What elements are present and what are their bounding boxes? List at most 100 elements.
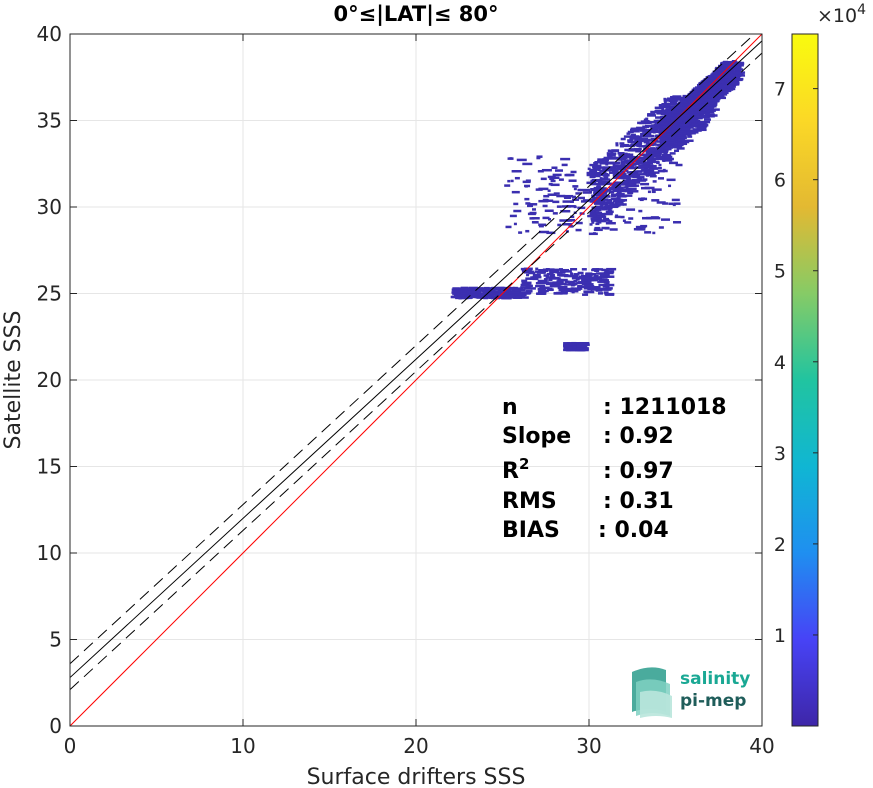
- density-cell: [659, 131, 664, 135]
- density-cell: [597, 221, 602, 224]
- density-cell: [635, 225, 646, 229]
- density-cell: [643, 119, 650, 123]
- density-cell: [696, 100, 703, 103]
- density-cell: [607, 208, 612, 211]
- stat-value: : 0.97: [603, 459, 674, 484]
- density-cell: [677, 142, 688, 146]
- density-cell: [592, 211, 603, 215]
- density-cell: [609, 171, 619, 174]
- density-cell: [581, 274, 592, 278]
- density-cell: [710, 86, 720, 89]
- density-cell: [704, 113, 715, 116]
- density-cell: [658, 151, 669, 154]
- density-cell: [509, 291, 514, 294]
- density-cell: [603, 156, 608, 160]
- density-cell: [540, 285, 546, 289]
- density-cell: [559, 286, 568, 289]
- density-cell: [672, 95, 682, 98]
- density-cell: [613, 189, 621, 193]
- density-cell: [513, 222, 517, 226]
- density-cell: [552, 281, 561, 284]
- density-cell: [582, 191, 592, 194]
- density-cell: [626, 178, 632, 181]
- density-cell: [631, 162, 640, 166]
- density-cell: [671, 127, 680, 130]
- density-cell: [577, 188, 581, 192]
- density-cell: [694, 103, 700, 107]
- density-cell: [502, 289, 512, 293]
- density-cell: [671, 127, 675, 130]
- density-cell: [708, 87, 719, 91]
- density-cell: [570, 215, 575, 219]
- density-cell: [643, 128, 647, 132]
- density-cell: [726, 74, 734, 78]
- density-cell: [578, 342, 587, 346]
- density-cell: [594, 208, 602, 212]
- density-cell: [664, 140, 669, 144]
- density-cell: [593, 228, 603, 232]
- density-cell: [630, 130, 640, 133]
- density-cell: [611, 161, 620, 165]
- chart-title: 0°≤|LAT|≤ 80°: [333, 2, 498, 27]
- colorbar-ticks: 1 2 3 4 5 6 7: [774, 79, 818, 647]
- density-cell: [548, 282, 554, 285]
- density-cell: [556, 271, 563, 274]
- density-cell: [543, 274, 550, 277]
- density-cell: [580, 274, 584, 277]
- density-cell: [598, 283, 606, 287]
- density-cell: [561, 163, 568, 167]
- density-cell: [596, 268, 604, 271]
- density-cell: [707, 95, 717, 99]
- density-cell: [710, 81, 720, 84]
- x-tick-label: 30: [576, 734, 601, 758]
- density-cell: [654, 110, 659, 114]
- density-cell: [510, 179, 514, 183]
- density-cell: [690, 105, 700, 109]
- density-cell: [599, 273, 610, 277]
- density-cell: [732, 67, 740, 71]
- density-cell: [608, 209, 613, 213]
- density-cell: [509, 214, 517, 218]
- density-cell: [547, 175, 556, 179]
- density-cell: [715, 76, 725, 80]
- density-cell: [681, 108, 690, 111]
- density-cell: [711, 99, 718, 103]
- density-cell: [667, 102, 677, 106]
- density-cell: [708, 77, 719, 80]
- density-cell: [560, 289, 565, 293]
- logo-text-salinity: salinity: [680, 669, 750, 689]
- density-cell: [650, 171, 660, 174]
- colorbar-tick-label: 4: [774, 352, 786, 374]
- density-cell: [537, 169, 544, 173]
- density-cell: [676, 113, 683, 117]
- density-cell: [624, 148, 631, 152]
- density-cell: [703, 118, 711, 121]
- density-cell: [571, 288, 581, 291]
- density-cell: [691, 118, 695, 121]
- y-tick-label: 25: [37, 282, 62, 306]
- stat-row: n: 1211018: [502, 395, 727, 420]
- density-cell: [598, 200, 604, 204]
- density-cell: [560, 157, 571, 161]
- density-cell: [651, 190, 656, 194]
- density-cell: [564, 342, 571, 346]
- density-cell: [666, 119, 671, 122]
- density-cell: [612, 183, 621, 187]
- density-cell: [582, 293, 589, 296]
- density-cell: [677, 138, 686, 142]
- density-cell: [676, 115, 680, 118]
- colorbar-exponent-power: 4: [857, 2, 866, 18]
- density-cell: [619, 144, 624, 148]
- x-tick-label: 20: [403, 734, 428, 758]
- density-cell: [617, 166, 625, 170]
- density-cell: [624, 144, 635, 148]
- density-cell: [658, 177, 665, 180]
- density-cell: [542, 204, 548, 208]
- density-cell: [636, 228, 646, 231]
- density-cell: [715, 97, 721, 100]
- density-cell: [735, 75, 739, 79]
- density-cell: [497, 290, 503, 294]
- density-cell: [591, 268, 597, 272]
- density-cell: [680, 116, 684, 120]
- density-cell: [514, 176, 520, 180]
